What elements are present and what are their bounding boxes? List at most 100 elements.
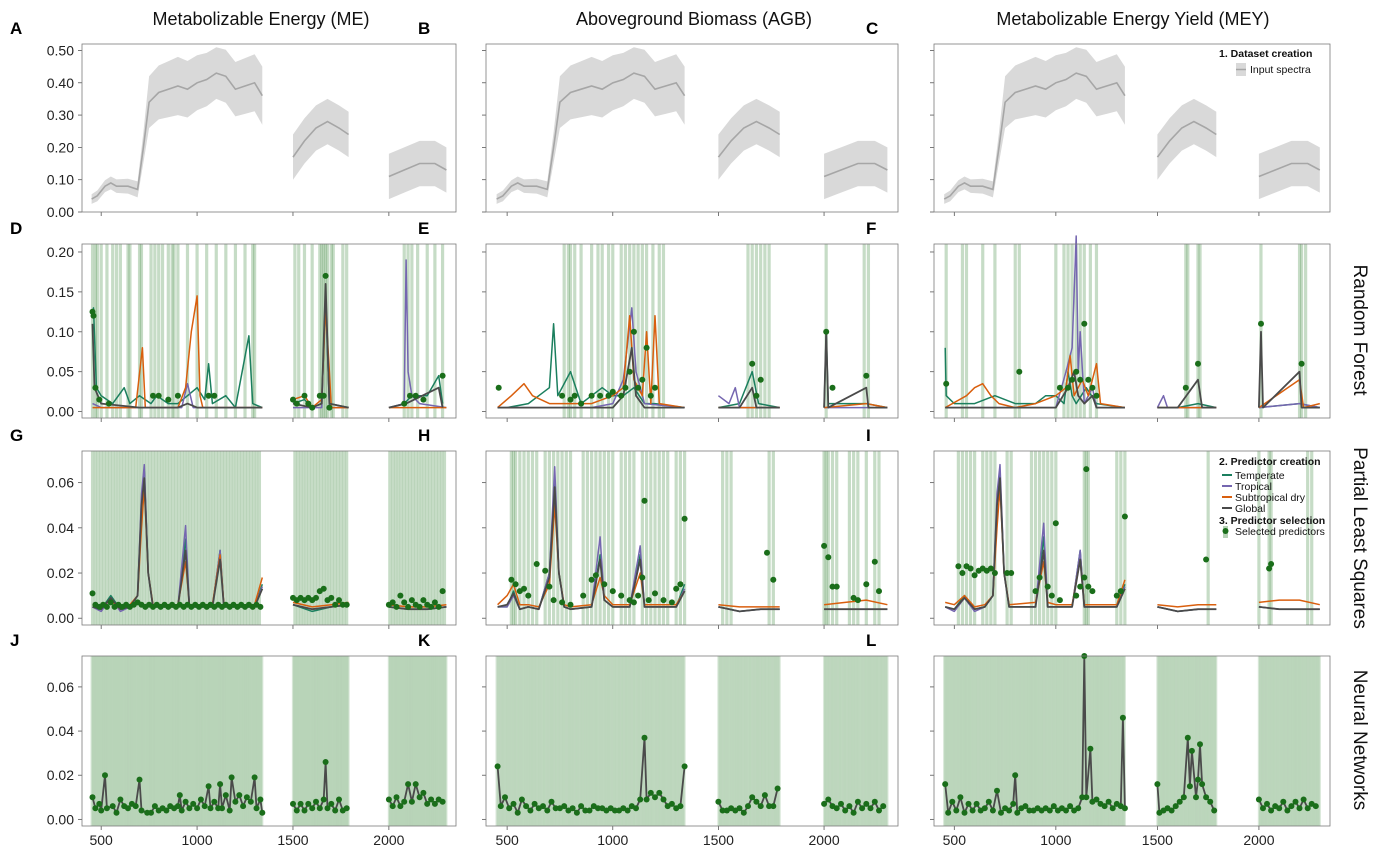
panel-G: G0.000.020.040.06 (10, 426, 457, 629)
selected-band (767, 244, 771, 418)
selected-band (1280, 656, 1283, 826)
selected-band (164, 656, 167, 826)
selected-band (402, 451, 406, 625)
selected-band (1117, 656, 1120, 826)
selected-predictor-dot (1093, 392, 1100, 399)
selected-band (1023, 656, 1026, 826)
selected-band (1166, 656, 1169, 826)
selected-band (659, 656, 662, 826)
selected-band (623, 656, 626, 826)
selected-predictor-dot (1081, 574, 1088, 581)
selected-band (434, 656, 437, 826)
selected-band (545, 656, 548, 826)
selected-band (1066, 656, 1070, 826)
selected-band (662, 656, 665, 826)
selected-band (598, 656, 602, 826)
selected-predictor-dot (420, 789, 427, 796)
selected-band (982, 656, 985, 826)
x-tick-label: 500 (495, 832, 519, 848)
selected-band (242, 656, 246, 826)
selected-band (600, 656, 603, 826)
selected-band (174, 451, 178, 625)
selected-band (650, 656, 653, 826)
selected-band (836, 656, 839, 826)
selected-band (1198, 244, 1202, 418)
selected-predictor-dot (871, 798, 878, 805)
selected-predictor-dot (647, 789, 654, 796)
selected-predictor-dot (412, 781, 419, 788)
selected-band (964, 451, 969, 625)
spectra-ribbon (1157, 98, 1217, 180)
spectra-ribbon (1258, 140, 1320, 200)
selected-band (627, 656, 630, 826)
selected-band (197, 451, 201, 625)
selected-predictor-dot (301, 807, 308, 814)
selected-band (160, 656, 163, 826)
selected-band (875, 656, 878, 826)
selected-predictor-dot (571, 392, 578, 399)
selected-band (973, 451, 977, 625)
series-line-subtropical_dry (1157, 603, 1217, 608)
selected-band (145, 656, 148, 826)
selected-band (961, 656, 964, 826)
selected-predictor-dot (1203, 556, 1210, 563)
selected-band (628, 451, 632, 625)
selected-band (418, 656, 421, 826)
selected-predictor-dot (753, 392, 760, 399)
selected-band (1105, 656, 1108, 826)
selected-predictor-dot (107, 599, 114, 606)
legend-dataset-title: 1. Dataset creation (1219, 48, 1312, 60)
selected-band (1083, 656, 1086, 826)
selected-predictor-dot (1184, 734, 1191, 741)
selected-band (581, 656, 584, 826)
selected-band (253, 244, 257, 418)
selected-band (411, 656, 414, 826)
selected-band (657, 451, 661, 625)
selected-band (1212, 656, 1215, 826)
selected-band (309, 656, 312, 826)
selected-band (728, 656, 732, 826)
selected-band (153, 244, 157, 418)
selected-band (1265, 656, 1269, 826)
selected-band (397, 656, 400, 826)
selected-predictor-dot (829, 384, 836, 391)
panel-label-E: E (418, 219, 429, 238)
selected-predictor-dot (525, 592, 532, 599)
selected-predictor-dot (1195, 360, 1201, 367)
selected-band (841, 656, 845, 826)
selected-band (1187, 656, 1190, 826)
selected-predictor-dot (838, 800, 844, 807)
selected-band (1090, 656, 1093, 826)
selected-predictor-dot (573, 809, 580, 816)
selected-band (509, 656, 512, 826)
selected-band (721, 656, 724, 826)
selected-band (644, 451, 649, 625)
selected-band (547, 451, 551, 625)
selected-predictor-dot (1063, 807, 1069, 814)
selected-predictor-dot (102, 772, 108, 779)
selected-predictor-dot (643, 796, 650, 803)
selected-predictor-dot (542, 567, 549, 574)
selected-band (172, 656, 176, 826)
selected-band (1054, 244, 1058, 418)
selected-band (410, 244, 414, 418)
selected-band (860, 656, 864, 826)
selected-predictor-dot (652, 794, 658, 801)
selected-band (123, 656, 126, 826)
selected-band (616, 656, 620, 826)
selected-band (848, 656, 851, 826)
selected-band (721, 451, 725, 625)
selected-band (676, 656, 679, 826)
selected-predictor-dot (393, 794, 400, 801)
plot-frame (933, 655, 1331, 827)
selected-band (95, 244, 99, 418)
selected-band (133, 656, 136, 826)
selected-band (208, 656, 211, 826)
selected-band (339, 451, 343, 625)
selected-band (554, 656, 557, 826)
selected-predictor-dot (217, 781, 224, 788)
selected-band (760, 656, 763, 826)
y-tick-label: 0.20 (47, 139, 74, 155)
selected-band (1021, 656, 1024, 826)
selected-band (521, 656, 525, 826)
